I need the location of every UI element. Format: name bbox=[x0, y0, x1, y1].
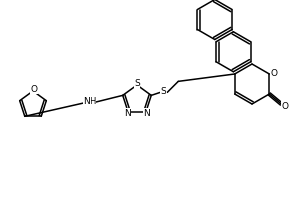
Text: N: N bbox=[124, 109, 130, 118]
Text: O: O bbox=[271, 70, 278, 78]
Text: S: S bbox=[160, 87, 166, 96]
Text: N: N bbox=[143, 109, 150, 118]
Text: S: S bbox=[134, 78, 140, 88]
Text: O: O bbox=[282, 102, 289, 110]
Text: O: O bbox=[31, 84, 38, 94]
Text: N: N bbox=[84, 98, 90, 106]
Text: H: H bbox=[89, 98, 95, 106]
